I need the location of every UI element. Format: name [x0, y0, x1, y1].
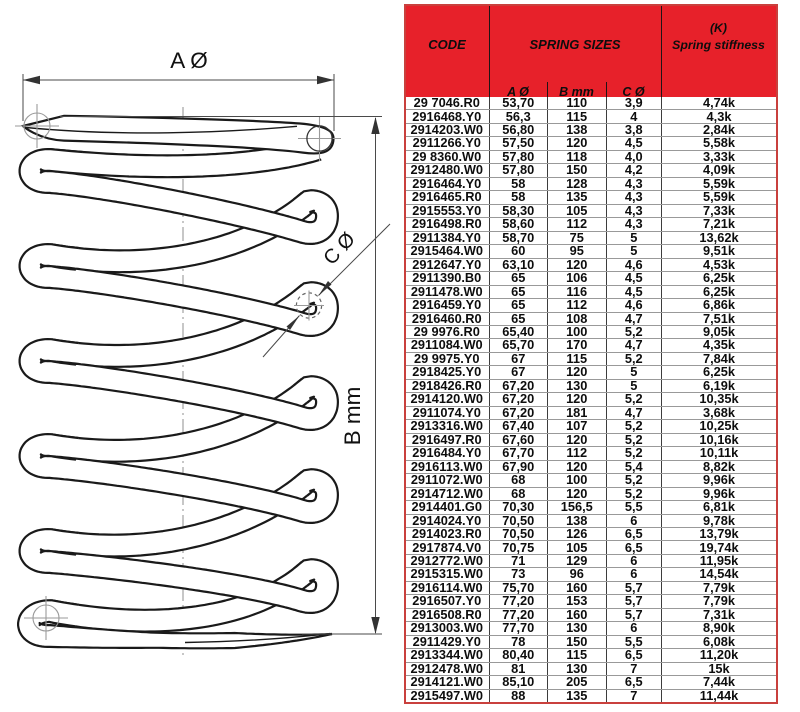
svg-text:B mm: B mm: [340, 387, 365, 446]
svg-text:A Ø: A Ø: [170, 48, 208, 73]
